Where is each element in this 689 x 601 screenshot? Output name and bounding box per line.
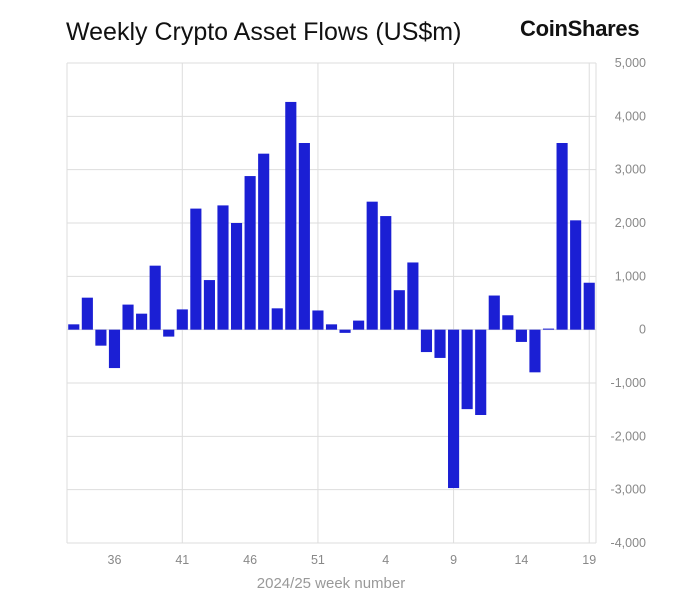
gridlines <box>66 62 597 544</box>
bar-week-2 <box>353 320 365 330</box>
bar-week-15 <box>529 329 541 373</box>
bar-week-5 <box>393 290 405 330</box>
bar-week-49 <box>285 101 297 330</box>
bar-week-9 <box>448 329 460 489</box>
bar-week-50 <box>298 143 310 330</box>
bar-week-48 <box>271 308 283 330</box>
x-tick-label: 14 <box>514 553 528 567</box>
bar-week-51 <box>312 310 324 330</box>
bars <box>68 101 595 489</box>
bar-week-13 <box>502 315 514 330</box>
bar-week-43 <box>203 280 215 330</box>
bar-week-8 <box>434 329 446 358</box>
y-tick-label: -3,000 <box>611 483 646 497</box>
bar-week-38 <box>136 313 148 330</box>
x-tick-label: 51 <box>311 553 325 567</box>
bar-week-1 <box>339 329 351 333</box>
x-axis-label: 2024/25 week number <box>257 575 405 592</box>
x-tick-label: 36 <box>108 553 122 567</box>
bar-week-17 <box>556 143 568 330</box>
bar-week-52 <box>325 324 338 330</box>
y-tick-label: 2,000 <box>615 216 646 230</box>
bar-week-11 <box>475 329 487 415</box>
bar-week-35 <box>95 329 107 346</box>
bar-week-16 <box>542 328 555 330</box>
bar-week-36 <box>108 329 121 369</box>
brand-logo: CoinShares <box>520 16 640 41</box>
x-tick-label: 4 <box>382 553 389 567</box>
y-tick-label: 3,000 <box>615 163 646 177</box>
bar-week-19 <box>583 282 595 330</box>
y-tick-label: 1,000 <box>615 269 646 283</box>
bar-week-12 <box>488 295 500 330</box>
bar-week-33 <box>68 324 80 330</box>
bar-week-40 <box>163 329 175 337</box>
bar-week-44 <box>217 205 229 330</box>
bar-week-10 <box>461 329 473 410</box>
x-tick-label: 46 <box>243 553 257 567</box>
y-tick-label: 5,000 <box>615 56 646 70</box>
x-axis: 36 41 46 51 4 9 14 19 <box>108 553 597 567</box>
bar-week-18 <box>570 220 582 330</box>
x-tick-label: 41 <box>175 553 189 567</box>
y-tick-label: -1,000 <box>611 376 646 390</box>
bar-week-6 <box>407 262 419 330</box>
bar-week-14 <box>515 329 527 342</box>
y-tick-label: 4,000 <box>615 109 646 123</box>
chart-title: Weekly Crypto Asset Flows (US$m) <box>66 18 462 46</box>
y-tick-label: 0 <box>639 323 646 337</box>
y-axis: 5,000 4,000 3,000 2,000 1,000 0 -1,000 -2,000 -3… <box>611 56 647 550</box>
bar-week-42 <box>190 208 202 330</box>
bar-week-45 <box>230 223 243 330</box>
y-tick-label: -2,000 <box>611 429 646 443</box>
y-tick-label: -4,000 <box>611 536 646 550</box>
bar-week-7 <box>420 329 433 353</box>
x-tick-label: 9 <box>450 553 457 567</box>
bar-week-4 <box>380 216 392 330</box>
x-tick-label: 19 <box>582 553 596 567</box>
bar-week-3 <box>366 201 378 330</box>
bar-week-47 <box>258 153 270 330</box>
bar-week-39 <box>149 265 161 330</box>
bar-week-37 <box>122 304 134 330</box>
bar-week-46 <box>244 176 256 330</box>
bar-week-41 <box>176 309 188 330</box>
bar-week-34 <box>81 297 93 330</box>
